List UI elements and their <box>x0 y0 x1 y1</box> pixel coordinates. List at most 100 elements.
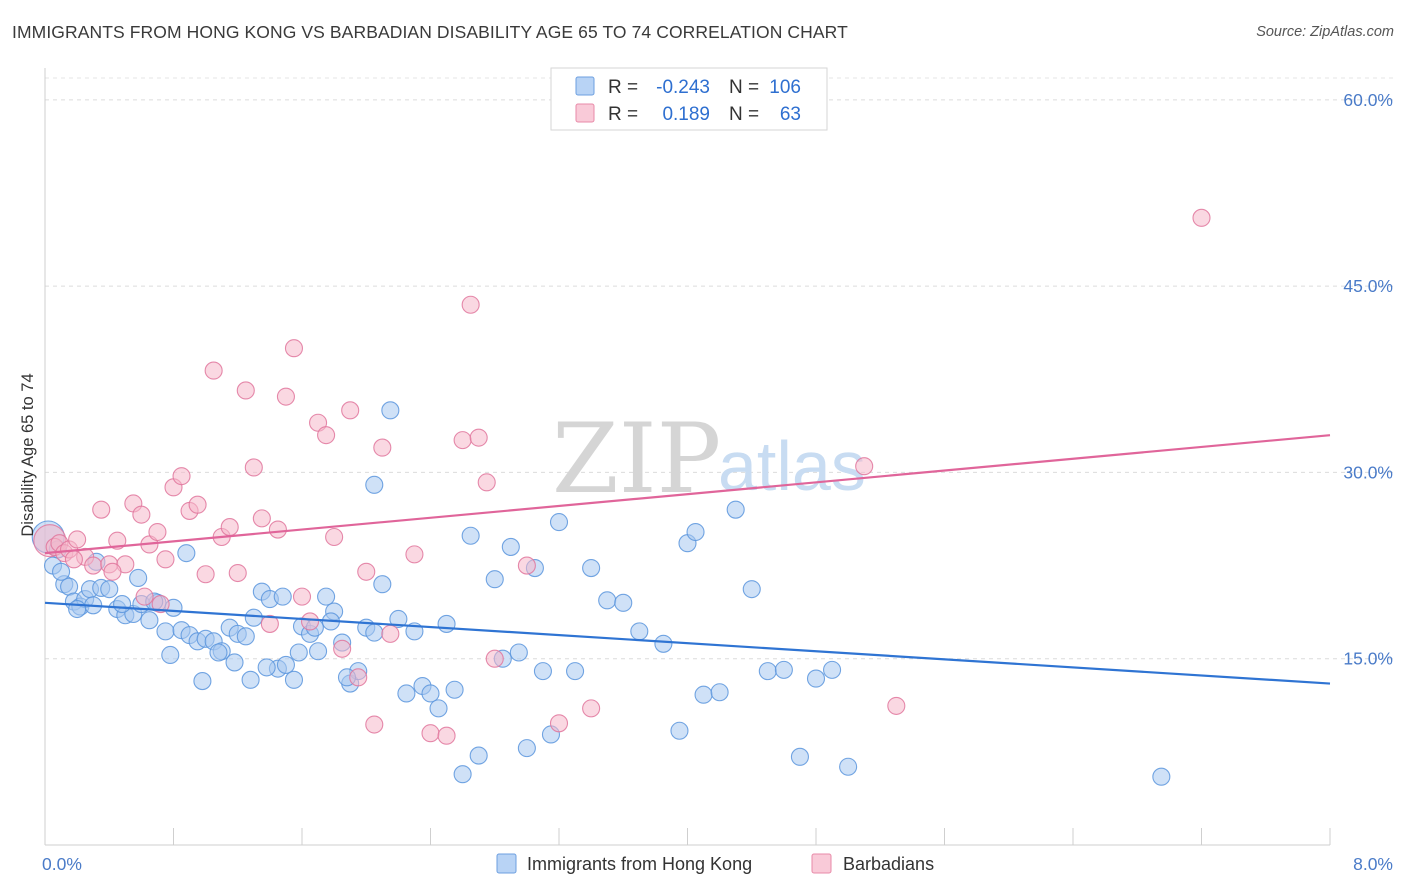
data-point <box>421 724 440 743</box>
data-point <box>148 522 167 542</box>
data-point <box>839 757 858 776</box>
data-point <box>151 595 170 614</box>
data-point <box>177 544 196 563</box>
watermark-zip: ZIP <box>552 403 721 515</box>
data-point <box>429 699 448 718</box>
data-point <box>806 669 826 688</box>
data-point <box>469 428 488 447</box>
data-point <box>469 746 488 765</box>
data-point <box>421 684 440 703</box>
data-point <box>549 513 569 532</box>
data-point <box>292 587 312 606</box>
data-point <box>582 558 601 578</box>
data-point <box>485 649 504 668</box>
data-point <box>228 563 247 583</box>
legend-r-label: R = <box>608 77 638 98</box>
data-point <box>437 614 456 633</box>
legend-n-value: 106 <box>769 77 801 98</box>
data-point <box>220 518 239 537</box>
data-point <box>317 587 336 606</box>
data-point <box>284 339 304 358</box>
data-point <box>726 500 745 519</box>
bottom-legend-label-hong-kong: Immigrants from Hong Kong <box>527 854 752 874</box>
data-point <box>517 739 536 758</box>
data-point <box>161 645 180 665</box>
data-point <box>549 714 569 733</box>
data-point <box>461 526 480 545</box>
y-tick-label: 45.0% <box>1343 276 1393 296</box>
data-point <box>129 568 148 588</box>
y-tick-labels: 15.0% 30.0% 45.0% 60.0% <box>1343 90 1393 669</box>
data-point <box>389 609 408 629</box>
data-point <box>140 611 159 630</box>
bottom-legend-label-barbadian: Barbadians <box>843 854 934 874</box>
data-point <box>68 599 87 619</box>
bottom-legend: Immigrants from Hong Kong Barbadians <box>496 853 934 874</box>
y-axis-title: Disability Age 65 to 74 <box>19 373 37 536</box>
data-point <box>453 765 472 784</box>
watermark: ZIP atlas <box>552 403 866 515</box>
data-point <box>365 475 384 494</box>
data-point <box>614 593 633 612</box>
data-point <box>758 662 777 681</box>
data-point <box>284 670 304 689</box>
data-point <box>790 747 809 766</box>
data-point <box>365 623 384 642</box>
data-point <box>349 668 368 687</box>
data-point <box>225 653 244 672</box>
data-point <box>855 457 874 476</box>
data-point <box>236 627 255 646</box>
data-point <box>108 531 127 550</box>
x-tick-labels: 0.0% 8.0% <box>42 854 1393 874</box>
x-tick-label: 0.0% <box>42 854 82 874</box>
data-point <box>209 643 228 662</box>
data-point <box>477 473 496 492</box>
trend-lines <box>44 434 1331 685</box>
data-point <box>276 387 295 406</box>
data-point <box>461 295 480 314</box>
data-point <box>84 556 103 575</box>
data-point <box>156 550 175 569</box>
data-point <box>381 401 400 420</box>
data-point <box>373 575 392 594</box>
data-point <box>309 642 328 661</box>
legend-swatch-barbadian <box>575 103 595 123</box>
data-point <box>172 467 191 486</box>
data-point <box>317 426 336 445</box>
data-point <box>437 726 456 745</box>
data-point <box>501 537 520 556</box>
data-point <box>252 509 271 528</box>
data-point <box>273 587 292 606</box>
data-point <box>268 520 287 539</box>
legend: R = -0.243 N = 106 R = 0.189 N = 63 <box>550 67 828 131</box>
chart-title: IMMIGRANTS FROM HONG KONG VS BARBADIAN D… <box>12 22 848 42</box>
data-point <box>405 545 424 564</box>
data-point <box>333 639 352 658</box>
data-point <box>132 505 151 524</box>
data-point <box>260 614 279 633</box>
data-point <box>654 634 673 653</box>
data-point <box>244 458 263 477</box>
data-point <box>453 431 472 450</box>
data-point <box>236 381 255 400</box>
trend-line-barbadian <box>44 434 1331 555</box>
data-point <box>445 680 464 699</box>
y-tick-label: 30.0% <box>1343 462 1393 482</box>
data-point <box>68 530 87 549</box>
watermark-atlas: atlas <box>718 427 866 505</box>
data-point <box>742 580 761 599</box>
y-tick-label: 60.0% <box>1343 90 1393 110</box>
data-point <box>135 587 154 606</box>
legend-n-value: 63 <box>780 104 801 125</box>
data-point <box>156 622 175 641</box>
data-point <box>276 655 295 674</box>
axes <box>44 68 1331 846</box>
data-point <box>373 438 392 457</box>
data-point <box>325 527 344 547</box>
legend-n-label: N = <box>729 104 759 125</box>
data-point <box>694 685 713 704</box>
data-point <box>341 401 360 420</box>
legend-r-value: -0.243 <box>656 77 710 98</box>
data-point <box>241 670 260 689</box>
